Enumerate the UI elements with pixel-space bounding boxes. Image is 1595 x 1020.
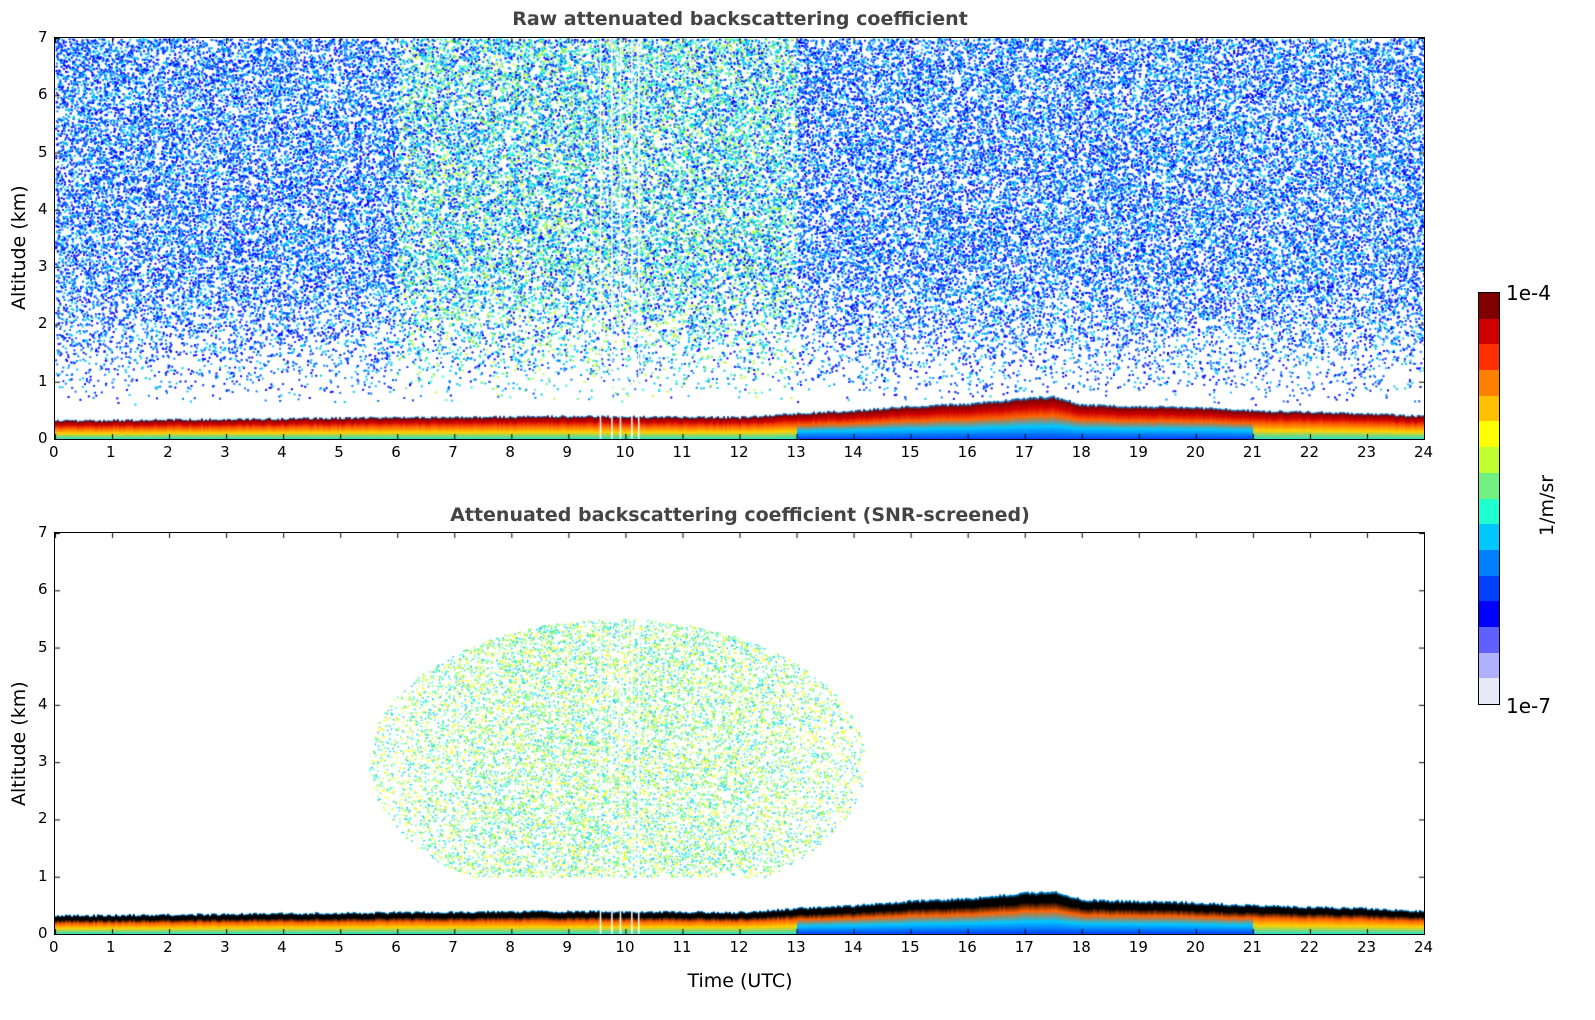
x-tick-label: 10 [615, 938, 635, 956]
x-tick-label: 0 [49, 938, 59, 956]
colorbar-segment [1479, 498, 1499, 525]
x-tick-label: 16 [957, 938, 977, 956]
x-tick-label: 19 [1128, 443, 1148, 461]
x-tick-label: 19 [1128, 938, 1148, 956]
colorbar-min-label: 1e-7 [1506, 694, 1551, 718]
y-tick-label: 3 [38, 752, 48, 771]
y-tick-label: 1 [38, 866, 48, 885]
x-tick-label: 4 [277, 938, 287, 956]
x-tick-label: 11 [672, 443, 692, 461]
x-tick-label: 5 [334, 443, 344, 461]
x-tick-label: 3 [220, 938, 230, 956]
x-tick-label: 16 [957, 443, 977, 461]
colorbar-segment [1479, 601, 1499, 627]
colorbar-segment [1479, 395, 1499, 422]
y-tick-label: 3 [38, 257, 48, 276]
y-axis-label-bottom: Altitude (km) [8, 681, 30, 806]
x-tick-label: 1 [106, 443, 116, 461]
x-tick-label: 20 [1185, 443, 1205, 461]
x-tick-label: 15 [900, 443, 920, 461]
y-tick-label: 2 [38, 314, 48, 333]
x-tick-label: 2 [163, 938, 173, 956]
x-tick-label: 20 [1185, 938, 1205, 956]
x-tick-label: 23 [1356, 938, 1377, 956]
colorbar-segment [1479, 549, 1499, 576]
x-tick-label: 14 [843, 938, 863, 956]
y-tick-label: 5 [38, 142, 48, 161]
x-tick-label: 22 [1299, 938, 1319, 956]
x-tick-label: 6 [391, 443, 401, 461]
x-tick-label: 12 [729, 938, 749, 956]
plot-area-screened [54, 532, 1425, 935]
chart-title-bottom: Attenuated backscattering coefficient (S… [450, 504, 1030, 526]
x-tick-label: 3 [220, 443, 230, 461]
colorbar-segment [1479, 293, 1499, 319]
colorbar [1478, 292, 1500, 705]
x-tick-label: 5 [334, 938, 344, 956]
x-tick-label: 9 [562, 938, 572, 956]
colorbar-segment [1479, 472, 1499, 499]
y-tick-label: 0 [38, 429, 48, 447]
y-tick-label: 7 [38, 523, 48, 541]
x-axis-label: Time (UTC) [687, 970, 793, 992]
y-tick-label: 5 [38, 637, 48, 656]
colorbar-segment [1479, 370, 1499, 396]
x-tick-label: 13 [786, 443, 806, 461]
x-tick-label: 24 [1414, 938, 1434, 956]
x-tick-label: 8 [505, 443, 515, 461]
x-tick-label: 4 [277, 443, 287, 461]
y-tick-label: 6 [38, 580, 48, 599]
x-tick-label: 10 [615, 443, 635, 461]
x-tick-label: 22 [1299, 443, 1319, 461]
colorbar-segment [1479, 447, 1499, 473]
y-tick-label: 6 [38, 85, 48, 104]
x-tick-label: 7 [448, 443, 458, 461]
x-tick-label: 18 [1071, 443, 1091, 461]
x-tick-label: 9 [562, 443, 572, 461]
colorbar-segment [1479, 344, 1499, 371]
x-tick-label: 2 [163, 443, 173, 461]
x-tick-label: 17 [1014, 443, 1034, 461]
chart-title-top: Raw attenuated backscattering coefficien… [512, 8, 968, 30]
x-tick-label: 23 [1356, 443, 1377, 461]
x-tick-label: 14 [843, 443, 863, 461]
colorbar-unit-label: 1/m/sr [1536, 474, 1558, 536]
x-tick-label: 7 [448, 938, 458, 956]
x-tick-label: 24 [1414, 443, 1434, 461]
x-tick-label: 13 [786, 938, 806, 956]
y-tick-label: 4 [38, 199, 48, 218]
y-tick-label: 2 [38, 809, 48, 828]
x-tick-label: 6 [391, 938, 401, 956]
heatmap-raw [55, 38, 1424, 439]
x-tick-label: 11 [672, 938, 692, 956]
colorbar-segment [1479, 575, 1499, 602]
colorbar-max-label: 1e-4 [1506, 281, 1551, 305]
x-tick-label: 17 [1014, 938, 1034, 956]
y-tick-label: 1 [38, 371, 48, 390]
colorbar-segment [1479, 318, 1499, 345]
y-tick-label: 0 [38, 924, 48, 942]
x-tick-label: 12 [729, 443, 749, 461]
y-tick-label: 4 [38, 694, 48, 713]
colorbar-segment [1479, 678, 1499, 704]
x-tick-label: 1 [106, 938, 116, 956]
x-tick-label: 18 [1071, 938, 1091, 956]
plot-area-raw [54, 37, 1425, 440]
colorbar-segment [1479, 524, 1499, 550]
x-tick-label: 8 [505, 938, 515, 956]
x-tick-label: 15 [900, 938, 920, 956]
colorbar-segment [1479, 652, 1499, 679]
x-tick-label: 21 [1242, 443, 1262, 461]
x-tick-label: 21 [1242, 938, 1262, 956]
y-axis-label-top: Altitude (km) [8, 185, 30, 310]
heatmap-screened [55, 533, 1424, 934]
colorbar-segment [1479, 421, 1499, 448]
y-tick-label: 7 [38, 28, 48, 46]
x-tick-label: 0 [49, 443, 59, 461]
colorbar-segment [1479, 626, 1499, 653]
